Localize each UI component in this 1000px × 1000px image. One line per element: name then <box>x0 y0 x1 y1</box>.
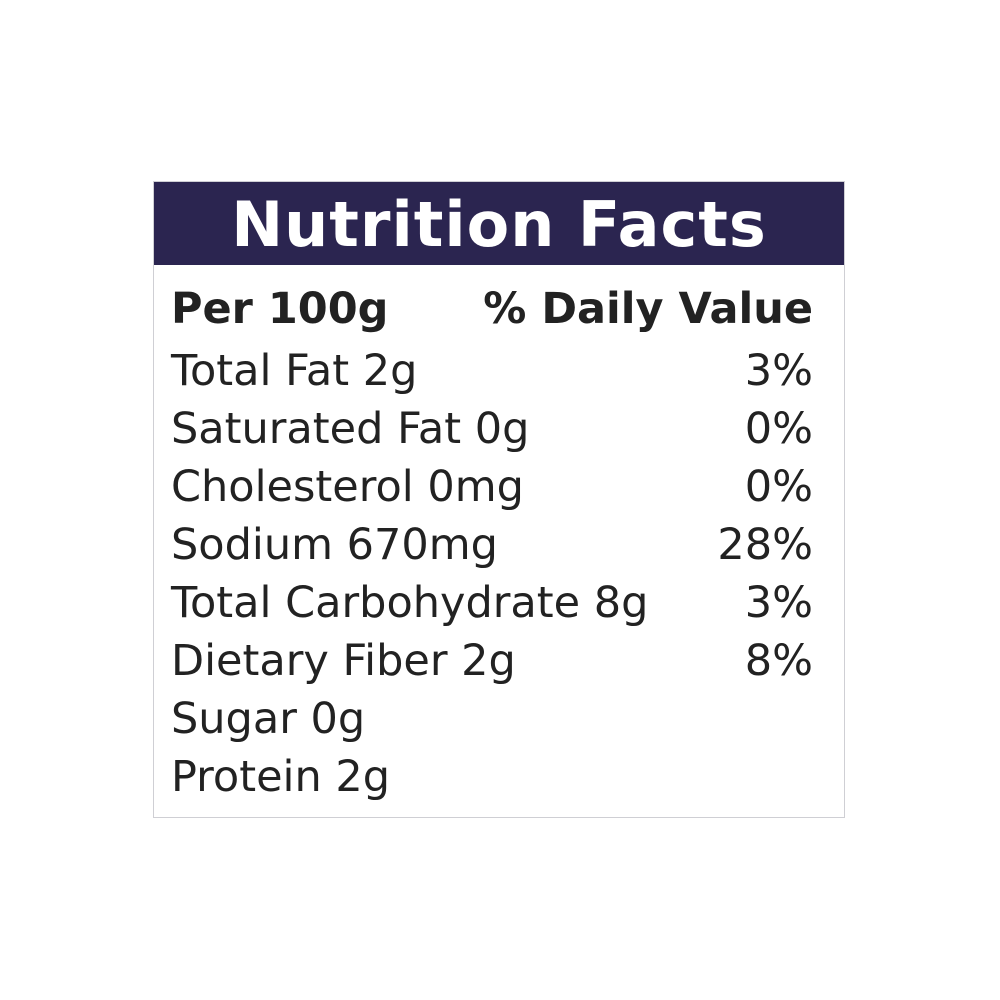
nutrition-facts-title: Nutrition Facts <box>154 182 844 265</box>
nutrient-row: Cholesterol 0mg 0% <box>171 458 813 516</box>
nutrition-facts-panel: Nutrition Facts Per 100g % Daily Value T… <box>153 181 845 818</box>
nutrient-row: Dietary Fiber 2g 8% <box>171 632 813 690</box>
nutrient-row: Total Carbohydrate 8g 3% <box>171 574 813 632</box>
nutrient-row: Saturated Fat 0g 0% <box>171 400 813 458</box>
daily-value: 8% <box>744 636 813 686</box>
per-100g-label: Per 100g <box>171 284 389 334</box>
nutrient-label: Protein 2g <box>171 752 391 802</box>
nutrient-label: Sugar 0g <box>171 694 366 744</box>
nutrient-label: Sodium 670mg <box>171 520 498 570</box>
nutrient-label: Dietary Fiber 2g <box>171 636 516 686</box>
nutrient-row: Total Fat 2g 3% <box>171 342 813 400</box>
nutrient-label: Total Carbohydrate 8g <box>171 578 649 628</box>
nutrient-label: Saturated Fat 0g <box>171 404 530 454</box>
nutrient-row: Sugar 0g <box>171 690 813 748</box>
daily-value: 0% <box>744 404 813 454</box>
daily-value-label: % Daily Value <box>483 284 813 334</box>
nutrient-label: Total Fat 2g <box>171 346 418 396</box>
nutrient-row: Protein 2g <box>171 748 813 806</box>
daily-value: 3% <box>744 578 813 628</box>
nutrient-label: Cholesterol 0mg <box>171 462 524 512</box>
column-header-row: Per 100g % Daily Value <box>171 280 813 338</box>
daily-value: 0% <box>744 462 813 512</box>
nutrient-row: Sodium 670mg 28% <box>171 516 813 574</box>
daily-value: 28% <box>717 520 813 570</box>
daily-value: 3% <box>744 346 813 396</box>
